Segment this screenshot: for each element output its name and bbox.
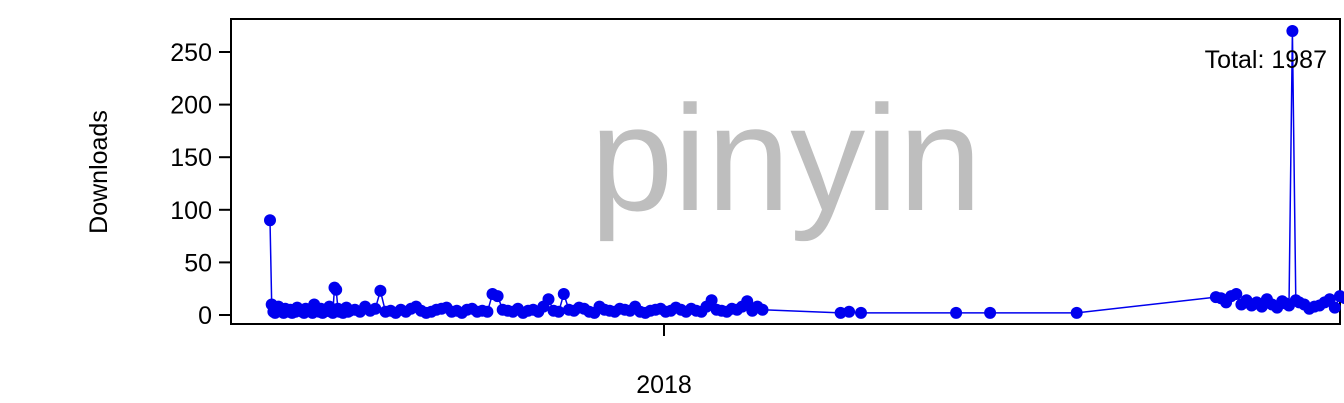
watermark-text: pinyin	[590, 74, 982, 242]
x-tick-label: 2018	[636, 371, 692, 399]
y-tick-label: 200	[170, 92, 212, 120]
y-axis-label: Downloads	[85, 110, 113, 234]
data-point	[369, 302, 382, 315]
data-point	[705, 294, 718, 307]
y-tick-label: 100	[170, 197, 212, 225]
data-point	[491, 290, 504, 303]
data-point	[1070, 306, 1083, 319]
y-tick-label: 50	[184, 249, 212, 277]
x-axis: 2018	[636, 324, 692, 399]
data-point	[984, 306, 997, 319]
data-point	[741, 295, 754, 308]
y-tick-label: 150	[170, 144, 212, 172]
y-axis: 0 50 100 150 200 250	[170, 39, 232, 330]
data-point	[1339, 292, 1344, 305]
y-tick-label: 0	[198, 302, 212, 330]
data-point	[330, 283, 343, 296]
y-tick-label: 250	[170, 39, 212, 67]
data-point	[1230, 288, 1243, 300]
series-layer	[264, 25, 1344, 319]
data-point	[756, 303, 769, 316]
data-point	[1286, 25, 1299, 37]
data-point	[843, 305, 856, 318]
data-point	[557, 288, 570, 300]
data-point	[542, 293, 555, 306]
data-point	[950, 306, 963, 319]
data-point	[552, 305, 565, 318]
data-point	[1328, 301, 1341, 314]
total-annotation: Total: 1987	[1205, 46, 1327, 74]
data-point	[855, 306, 867, 319]
data-point	[264, 214, 276, 227]
data-point	[374, 284, 387, 297]
data-point	[481, 305, 494, 318]
